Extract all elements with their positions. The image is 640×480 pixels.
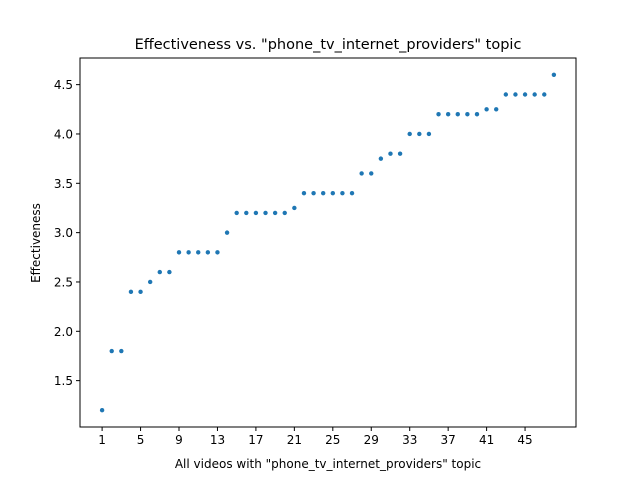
data-point bbox=[397, 151, 403, 156]
data-point bbox=[455, 112, 460, 117]
x-tick-label: 25 bbox=[325, 433, 340, 447]
data-point bbox=[157, 269, 162, 275]
data-point bbox=[436, 112, 441, 117]
y-tick-label: 2.0 bbox=[54, 325, 73, 339]
y-tick-label: 2.5 bbox=[54, 275, 73, 289]
data-point bbox=[167, 269, 172, 275]
x-tick-label: 29 bbox=[364, 433, 379, 447]
data-point bbox=[369, 171, 374, 176]
data-point bbox=[311, 190, 316, 196]
y-tick-label: 1.5 bbox=[54, 374, 73, 388]
data-point bbox=[128, 289, 134, 295]
data-point bbox=[330, 190, 336, 196]
data-point bbox=[513, 92, 518, 97]
x-axis-label: All videos with "phone_tv_internet_provi… bbox=[175, 457, 481, 471]
x-tick-label: 21 bbox=[287, 433, 302, 447]
data-point bbox=[359, 171, 364, 176]
data-point bbox=[99, 408, 105, 413]
data-point bbox=[215, 250, 220, 255]
y-tick-label: 3.0 bbox=[54, 226, 73, 240]
data-point bbox=[522, 92, 528, 97]
data-point bbox=[388, 151, 393, 156]
data-point bbox=[551, 72, 557, 77]
data-point bbox=[503, 92, 509, 97]
data-point bbox=[465, 112, 470, 117]
data-point bbox=[186, 250, 191, 255]
data-point bbox=[272, 210, 278, 216]
data-point bbox=[138, 289, 143, 295]
data-point bbox=[426, 131, 432, 137]
data-point bbox=[407, 131, 412, 137]
y-tick-label: 4.5 bbox=[54, 78, 73, 92]
data-point bbox=[320, 190, 326, 196]
y-axis-label: Effectiveness bbox=[29, 203, 43, 283]
data-point bbox=[474, 112, 480, 117]
x-tick-label: 13 bbox=[210, 433, 225, 447]
data-point bbox=[349, 190, 355, 196]
data-point bbox=[244, 210, 249, 216]
y-axis: 1.5 2.0 2.5 3.0 3.5 4.0 4.5 bbox=[54, 78, 80, 388]
x-tick-label: 5 bbox=[137, 433, 145, 447]
data-point bbox=[253, 210, 259, 216]
data-point bbox=[494, 107, 499, 112]
data-point bbox=[147, 279, 153, 285]
data-point bbox=[340, 190, 345, 196]
data-point bbox=[234, 210, 239, 216]
data-point bbox=[176, 250, 182, 255]
data-point bbox=[224, 230, 230, 235]
data-point bbox=[484, 107, 489, 112]
plot-area bbox=[99, 72, 557, 413]
chart-title: Effectiveness vs. "phone_tv_internet_pro… bbox=[135, 37, 522, 53]
x-tick-label: 41 bbox=[479, 433, 494, 447]
data-point bbox=[119, 348, 124, 354]
data-point bbox=[263, 210, 268, 216]
x-tick-label: 45 bbox=[517, 433, 532, 447]
data-point bbox=[542, 92, 547, 97]
x-tick-label: 37 bbox=[441, 433, 456, 447]
x-tick-label: 17 bbox=[248, 433, 263, 447]
x-axis: 1 5 9 13 17 21 25 29 33 37 41 45 bbox=[98, 427, 533, 447]
y-tick-label: 3.5 bbox=[54, 177, 73, 191]
data-point bbox=[282, 210, 287, 216]
data-point bbox=[378, 156, 384, 161]
y-tick-label: 4.0 bbox=[54, 127, 73, 141]
x-tick-label: 33 bbox=[402, 433, 417, 447]
data-point bbox=[196, 250, 201, 255]
data-point bbox=[445, 112, 451, 117]
data-point bbox=[301, 190, 307, 196]
data-point bbox=[532, 92, 537, 97]
data-point bbox=[109, 348, 114, 354]
data-point bbox=[417, 131, 422, 137]
data-point bbox=[205, 250, 211, 255]
axes-frame bbox=[79, 57, 577, 428]
x-tick-label: 9 bbox=[175, 433, 183, 447]
x-tick-label: 1 bbox=[98, 433, 106, 447]
data-point bbox=[292, 205, 297, 211]
